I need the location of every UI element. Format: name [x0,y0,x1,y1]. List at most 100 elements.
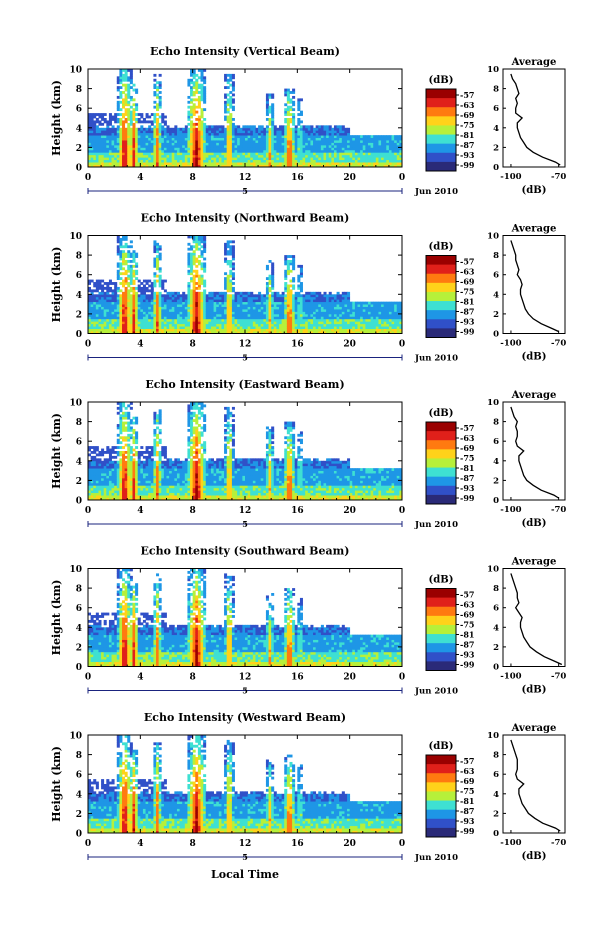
heatmap-cell [326,157,329,160]
heatmap-cell [114,299,117,302]
heatmap-cell [216,140,219,143]
heatmap-cell [211,155,214,158]
heatmap-cell [101,294,104,297]
heatmap-cell [261,130,264,133]
heatmap-cell [153,250,156,253]
heatmap-cell [250,138,253,141]
heatmap-cell [146,319,149,322]
heatmap-cell [101,145,104,148]
heatmap-cell [182,326,185,329]
heatmap-cell [153,91,156,94]
heatmap-cell [305,125,308,128]
heatmap-cell [219,297,222,300]
heatmap-cell [219,145,222,148]
heatmap-cell [190,116,193,119]
heatmap-cell [263,307,266,310]
heatmap-cell [358,304,361,307]
heatmap-cell [363,309,366,312]
heatmap-cell [96,316,99,319]
heatmap-cell [237,299,240,302]
heatmap-cell [172,316,175,319]
heatmap-cell [167,162,170,165]
heatmap-cell [216,150,219,153]
heatmap-cell [112,157,115,160]
heatmap-cell [258,316,261,319]
heatmap-cell [206,157,209,160]
heatmap-cell [156,157,159,160]
heatmap-cell [195,321,198,324]
heatmap-cell [342,130,345,133]
heatmap-cell [303,130,306,133]
heatmap-cell [130,86,133,89]
heatmap-cell [211,307,214,310]
heatmap-cell [112,329,115,332]
heatmap-cell [303,155,306,158]
heatmap-cell [153,248,156,251]
heatmap-cell [201,108,204,111]
heatmap-cell [201,324,204,327]
heatmap-cell [185,155,188,158]
heatmap-cell [334,321,337,324]
heatmap-cell [148,316,151,319]
heatmap-cell [248,309,251,312]
heatmap-cell [237,147,240,150]
heatmap-cell [190,81,193,84]
heatmap-cell [153,74,156,77]
heatmap-cell [229,123,232,126]
heatmap-cell [104,157,107,160]
heatmap-cell [109,143,112,146]
heatmap-cell [321,321,324,324]
heatmap-cell [104,147,107,150]
heatmap-cell [235,292,238,295]
heatmap-cell [169,145,172,148]
heatmap-cell [289,316,292,319]
heatmap-cell [221,155,224,158]
heatmap-cell [240,145,243,148]
heatmap-cell [190,140,193,143]
heatmap-cell [206,133,209,136]
heatmap-cell [138,299,141,302]
heatmap-cell [216,157,219,160]
heatmap-cell [337,145,340,148]
heatmap-cell [198,319,201,322]
heatmap-cell [224,294,227,297]
heatmap-cell [229,324,232,327]
heatmap-cell [360,145,363,148]
heatmap-cell [224,106,227,109]
heatmap-cell [96,113,99,116]
heatmap-cell [258,324,261,327]
heatmap-cell [148,285,151,288]
heatmap-cell [91,297,94,300]
heatmap-cell [358,314,361,317]
heatmap-cell [190,324,193,327]
heatmap-cell [208,326,211,329]
heatmap-cell [117,96,120,99]
heatmap-cell [106,130,109,133]
heatmap-cell [368,143,371,146]
heatmap-cell [206,130,209,133]
heatmap-cell [360,319,363,322]
heatmap-cell [245,302,248,305]
heatmap-cell [135,91,138,94]
heatmap-cell [289,91,292,94]
heatmap-cell [203,250,206,253]
heatmap-cell [316,314,319,317]
heatmap-cell [117,275,120,278]
heatmap-cell [253,304,256,307]
heatmap-cell [232,267,235,270]
heatmap-cell [117,86,120,89]
heatmap-cell [389,314,392,317]
heatmap-cell [206,150,209,153]
heatmap-cell [287,120,290,123]
heatmap-cell [193,108,196,111]
heatmap-cell [292,113,295,116]
heatmap-cell [371,160,374,163]
heatmap-cell [185,302,188,305]
heatmap-cell [106,138,109,141]
heatmap-cell [159,160,162,163]
heatmap-cell [360,138,363,141]
heatmap-cell [112,309,115,312]
heatmap-cell [122,262,125,265]
heatmap-cell [143,155,146,158]
heatmap-cell [216,155,219,158]
